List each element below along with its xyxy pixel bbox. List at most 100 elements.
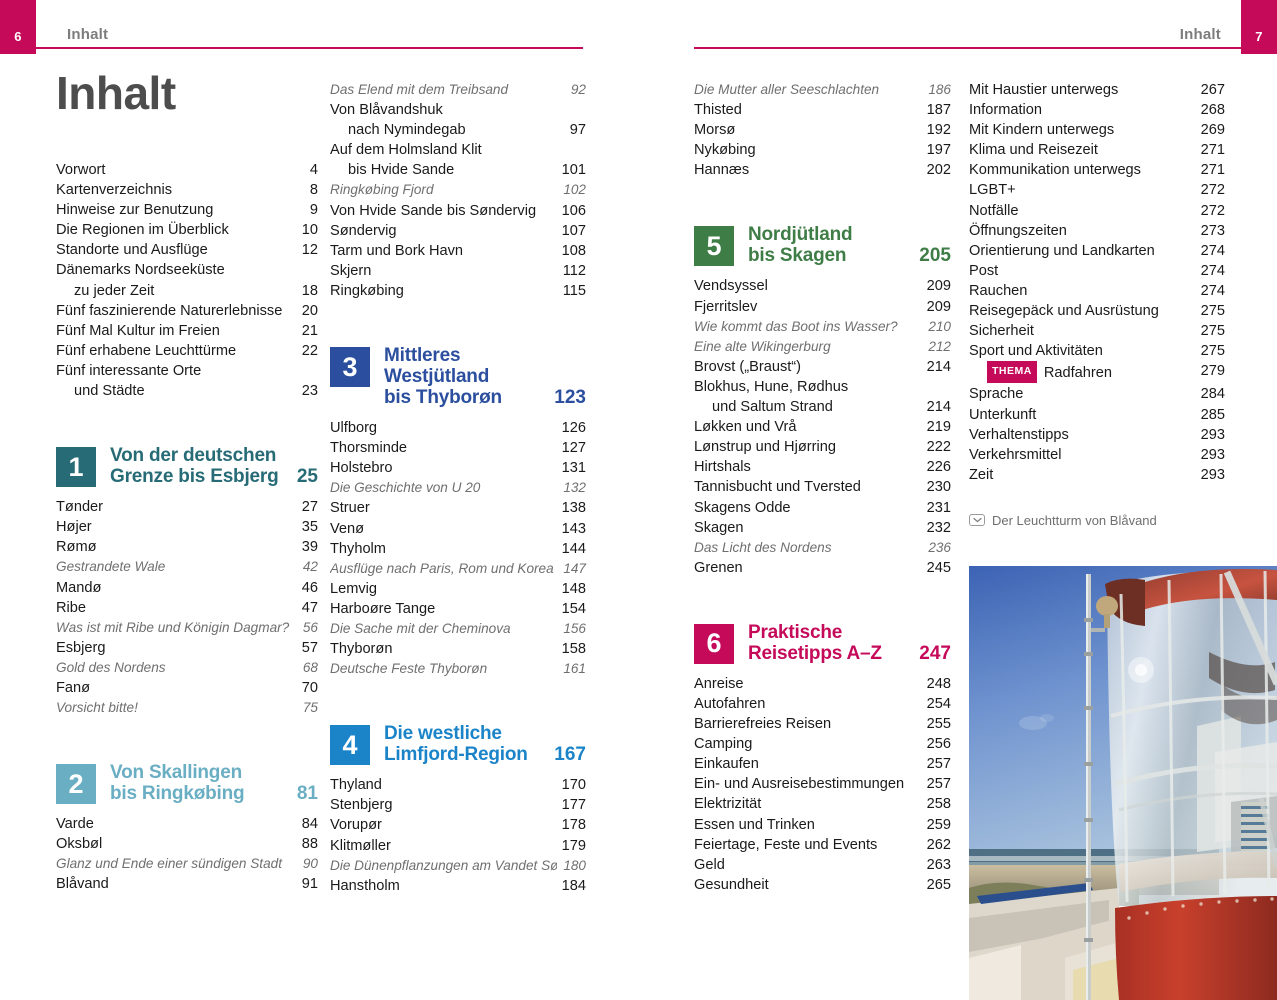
toc-entry[interactable]: Blokhus, Hune, Rødhus 0 [694,377,951,397]
toc-entry[interactable]: Tannisbucht und Tversted 230 [694,477,951,497]
toc-entry[interactable]: Camping 256 [694,734,951,754]
toc-entry[interactable]: Die Geschichte von U 20 132 [330,478,586,498]
toc-entry[interactable]: Thorsminde 127 [330,438,586,458]
toc-entry[interactable]: Morsø 192 [694,120,951,140]
toc-entry[interactable]: Nykøbing 197 [694,140,951,160]
toc-entry[interactable]: Dänemarks Nordseeküste 0 [56,260,318,280]
toc-entry[interactable]: Die Sache mit der Cheminova 156 [330,619,586,639]
toc-entry[interactable]: Mit Haustier unterwegs 267 [969,80,1225,100]
toc-entry[interactable]: Thyland 170 [330,775,586,795]
toc-entry[interactable]: Gesundheit 265 [694,875,951,895]
toc-entry[interactable]: Blåvand 91 [56,874,318,894]
toc-entry[interactable]: Vorwort 4 [56,160,318,180]
toc-entry[interactable]: Ribe 47 [56,598,318,618]
toc-entry[interactable]: Thyborøn 158 [330,639,586,659]
toc-entry[interactable]: Vorupør 178 [330,815,586,835]
toc-entry[interactable]: Tønder 27 [56,497,318,517]
toc-entry[interactable]: und Saltum Strand 214 [694,397,951,417]
toc-entry[interactable]: Ringkøbing 115 [330,281,586,301]
toc-entry[interactable]: Harboøre Tange 154 [330,599,586,619]
toc-entry[interactable]: Sprache 284 [969,384,1225,404]
toc-entry[interactable]: Fünf Mal Kultur im Freien 21 [56,321,318,341]
toc-entry[interactable]: Klitmøller 179 [330,836,586,856]
toc-entry[interactable]: Venø 143 [330,519,586,539]
toc-entry[interactable]: Von Hvide Sande bis Søndervig 106 [330,201,586,221]
toc-entry[interactable]: Fünf faszinierende Naturerlebnisse 20 [56,301,318,321]
toc-entry[interactable]: Glanz und Ende einer sündigen Stadt 90 [56,854,318,874]
toc-entry[interactable]: Skagens Odde 231 [694,498,951,518]
toc-entry[interactable]: Rauchen 274 [969,281,1225,301]
toc-entry[interactable]: Eine alte Wikingerburg 212 [694,337,951,357]
toc-entry[interactable]: und Städte 23 [56,381,318,401]
toc-entry[interactable]: Mandø 46 [56,578,318,598]
toc-entry[interactable]: Fanø 70 [56,678,318,698]
toc-entry[interactable]: Deutsche Feste Thyborøn 161 [330,659,586,679]
toc-entry[interactable]: bis Hvide Sande 101 [330,160,586,180]
toc-entry[interactable]: Højer 35 [56,517,318,537]
toc-entry[interactable]: Kartenverzeichnis 8 [56,180,318,200]
toc-entry[interactable]: Ringkøbing Fjord 102 [330,180,586,200]
toc-entry[interactable]: Varde 84 [56,814,318,834]
toc-entry[interactable]: Wie kommt das Boot ins Wasser? 210 [694,317,951,337]
toc-entry[interactable]: Esbjerg 57 [56,638,318,658]
toc-entry[interactable]: Von Blåvandshuk 0 [330,100,586,120]
toc-entry-thema[interactable]: THEMA Radfahren 279 [969,361,1225,384]
toc-entry[interactable]: Das Licht des Nordens 236 [694,538,951,558]
toc-entry[interactable]: Tarm und Bork Havn 108 [330,241,586,261]
toc-entry[interactable]: Orientierung und Landkarten 274 [969,241,1225,261]
toc-entry[interactable]: Hirtshals 226 [694,457,951,477]
toc-entry[interactable]: Feiertage, Feste und Events 262 [694,835,951,855]
toc-entry[interactable]: Verkehrsmittel 293 [969,445,1225,465]
toc-entry[interactable]: Einkaufen 257 [694,754,951,774]
toc-entry[interactable]: Ausflüge nach Paris, Rom und Korea 147 [330,559,586,579]
toc-entry[interactable]: Mit Kindern unterwegs 269 [969,120,1225,140]
toc-entry[interactable]: Oksbøl 88 [56,834,318,854]
toc-entry[interactable]: Thyholm 144 [330,539,586,559]
chapter-header[interactable]: 1 Von der deutschen Grenze bis Esbjerg 25 [56,445,318,488]
toc-entry[interactable]: Die Regionen im Überblick 10 [56,220,318,240]
toc-entry[interactable]: Gold des Nordens 68 [56,658,318,678]
toc-entry[interactable]: Anreise 248 [694,674,951,694]
toc-entry[interactable]: Fünf interessante Orte 0 [56,361,318,381]
toc-entry[interactable]: Autofahren 254 [694,694,951,714]
toc-entry[interactable]: zu jeder Zeit 18 [56,281,318,301]
toc-entry[interactable]: Verhaltenstipps 293 [969,425,1225,445]
toc-entry[interactable]: LGBT+ 272 [969,180,1225,200]
toc-entry[interactable]: Auf dem Holmsland Klit 0 [330,140,586,160]
toc-entry[interactable]: Løkken und Vrå 219 [694,417,951,437]
toc-entry[interactable]: Klima und Reisezeit 271 [969,140,1225,160]
toc-entry[interactable]: Vendsyssel 209 [694,276,951,296]
toc-entry[interactable]: Sport und Aktivitäten 275 [969,341,1225,361]
toc-entry[interactable]: Thisted 187 [694,100,951,120]
toc-entry[interactable]: Holstebro 131 [330,458,586,478]
toc-entry[interactable]: Information 268 [969,100,1225,120]
toc-entry[interactable]: Grenen 245 [694,558,951,578]
toc-entry[interactable]: Die Mutter aller Seeschlachten 186 [694,80,951,100]
toc-entry[interactable]: Barrierefreies Reisen 255 [694,714,951,734]
toc-entry[interactable]: Skagen 232 [694,518,951,538]
toc-entry[interactable]: Ein- und Ausreisebestimmungen 257 [694,774,951,794]
toc-entry[interactable]: Rømø 39 [56,537,318,557]
toc-entry[interactable]: Stenbjerg 177 [330,795,586,815]
chapter-header[interactable]: 6 Praktische Reisetipps A–Z 247 [694,622,951,664]
toc-entry[interactable]: Standorte und Ausflüge 12 [56,240,318,260]
toc-entry[interactable]: Post 274 [969,261,1225,281]
toc-entry[interactable]: Das Elend mit dem Treibsand 92 [330,80,586,100]
toc-entry[interactable]: Was ist mit Ribe und Königin Dagmar? 56 [56,618,318,638]
toc-entry[interactable]: Geld 263 [694,855,951,875]
toc-entry[interactable]: Hanstholm 184 [330,876,586,896]
toc-entry[interactable]: Brovst („Braust“) 214 [694,357,951,377]
toc-entry[interactable]: Essen und Trinken 259 [694,815,951,835]
toc-entry[interactable]: nach Nymindegab 97 [330,120,586,140]
toc-entry[interactable]: Elektrizität 258 [694,794,951,814]
toc-entry[interactable]: Hannæs 202 [694,160,951,180]
toc-entry[interactable]: Lønstrup und Hjørring 222 [694,437,951,457]
chapter-header[interactable]: 4 Die westliche Limfjord-Region 167 [330,723,586,766]
toc-entry[interactable]: Reisegepäck und Ausrüstung 275 [969,301,1225,321]
toc-entry[interactable]: Struer 138 [330,498,586,518]
toc-entry[interactable]: Öffnungszeiten 273 [969,221,1225,241]
toc-entry[interactable]: Unterkunft 285 [969,405,1225,425]
toc-entry[interactable]: Skjern 112 [330,261,586,281]
toc-entry[interactable]: Sicherheit 275 [969,321,1225,341]
toc-entry[interactable]: Notfälle 272 [969,201,1225,221]
